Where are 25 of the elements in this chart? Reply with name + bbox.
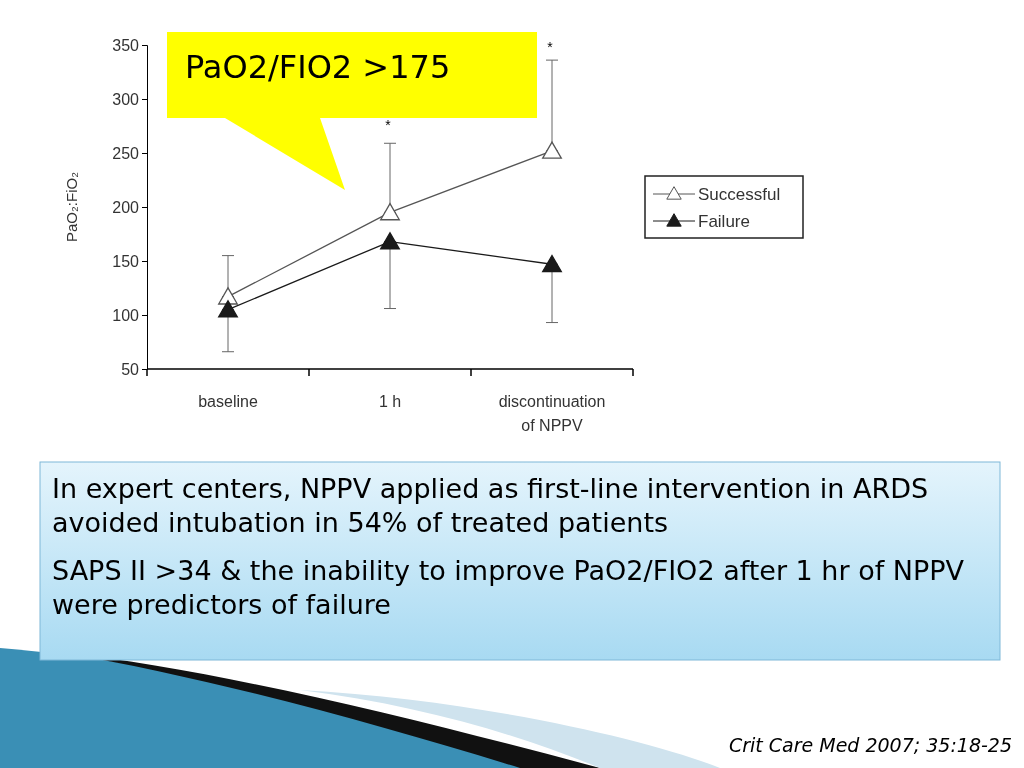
point (218, 300, 238, 318)
legend-label: Successful (698, 185, 781, 204)
y-tick-label: 350 (112, 36, 140, 54)
point (380, 232, 400, 250)
y-tick-label: 100 (112, 306, 140, 324)
y-tick-label: 300 (112, 90, 140, 108)
x-tick-label: 1 h (378, 393, 402, 410)
legend-label: Failure (698, 212, 750, 231)
text: Crit Care Med 2007; 35:18-25 (728, 734, 1012, 756)
point (542, 141, 562, 159)
y-tick-label: 50 (121, 360, 140, 378)
y-tick-label: 250 (112, 144, 140, 162)
text: In expert centers, NPPV applied as first-line intervention in ARDS avoided intubation in 54% of treated patients (52, 473, 929, 538)
annotation: * (385, 117, 392, 133)
annotation: PaO2/FIO2 >175 (185, 48, 451, 86)
point (542, 254, 562, 273)
x-tick-label: baseline (198, 393, 258, 410)
y-axis-title: PaO₂:FiO₂ (63, 171, 80, 242)
y-tick-label: 150 (112, 252, 140, 270)
x-tick-label: discontinuation of NPPV (498, 393, 606, 434)
annotation: * (547, 39, 554, 55)
point (218, 287, 238, 305)
point (380, 203, 400, 221)
y-tick-label: 200 (112, 198, 140, 216)
text: SAPS II >34 & the inability to improve PaO2/FIO2 after 1 hr of NPPV were predictors of failure (52, 555, 965, 620)
